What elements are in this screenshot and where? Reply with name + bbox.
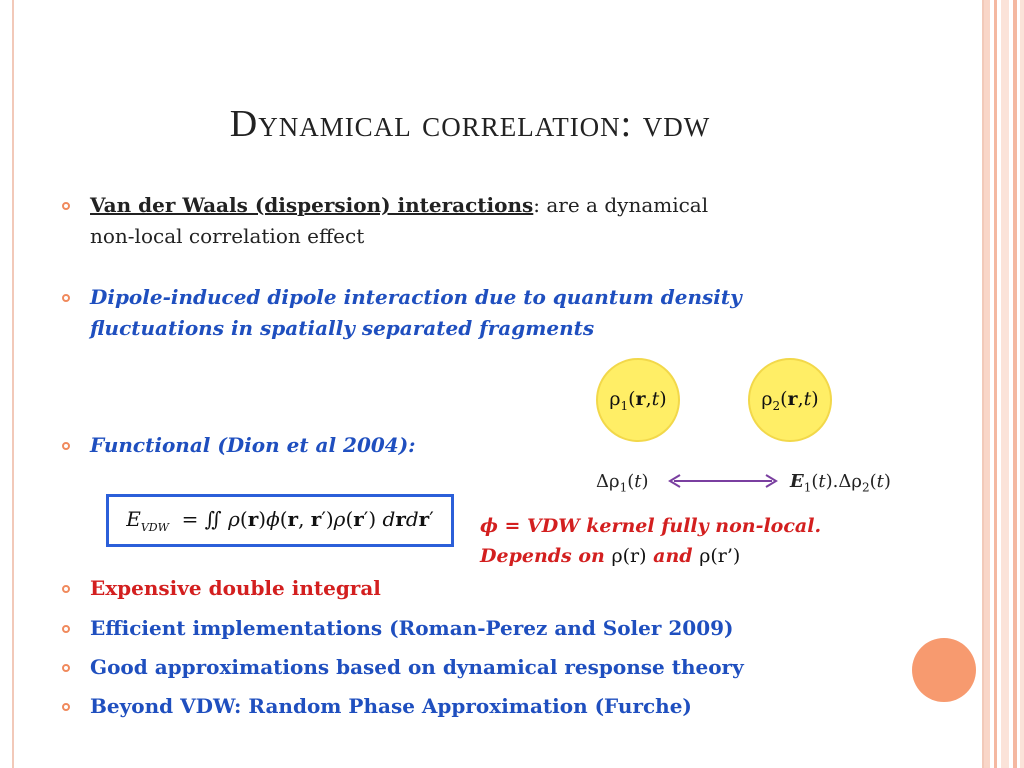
bullet-vdw-line2: non-local correlation effect [90, 224, 365, 248]
bullet-marker [62, 202, 70, 210]
kernel-note-rho-rprime: ρ(r’) [699, 545, 741, 567]
rho2-label: ρ2(r,t) [761, 387, 819, 413]
slide-title: Dynamical correlation: vdw [229, 103, 711, 145]
bullet-marker [62, 442, 70, 450]
rho1-circle: ρ1(r,t) [596, 358, 680, 442]
bullet-marker [62, 625, 70, 633]
bullet-dipole-line1: Dipole-induced dipole interaction due to… [90, 285, 742, 309]
kernel-note: ϕ = VDW kernel fully non-local. Depends … [480, 511, 821, 571]
rho1-label: ρ1(r,t) [609, 387, 667, 413]
bullet-rpa: Beyond VDW: Random Phase Approximation (… [90, 694, 692, 718]
slide-border [12, 0, 984, 768]
bullet-functional: Functional (Dion et al 2004): [90, 433, 416, 457]
kernel-note-line1: ϕ = VDW kernel fully non-local. [480, 515, 822, 537]
kernel-note-line2a: Depends on [480, 545, 605, 567]
bullet-marker [62, 294, 70, 302]
bullet-marker [62, 703, 70, 711]
bullet-dipole: Dipole-induced dipole interaction due to… [90, 282, 910, 344]
bullet-approximations: Good approximations based on dynamical r… [90, 655, 744, 679]
kernel-note-and: and [653, 545, 693, 567]
bullet-efficient: Efficient implementations (Roman-Perez a… [90, 616, 734, 640]
bullet-marker [62, 664, 70, 672]
bullet-marker [62, 585, 70, 593]
kernel-note-rho-r: ρ(r) [611, 545, 647, 567]
vdw-formula: EVDW = ∬ ρ(r)ϕ(r, r′)ρ(r′) drdr′ [106, 494, 454, 547]
decorative-circle [912, 638, 976, 702]
bullet-dipole-line2: fluctuations in spatially separated frag… [90, 316, 595, 340]
right-decor-band [984, 0, 1024, 768]
bullet-expensive: Expensive double integral [90, 576, 381, 600]
rho2-circle: ρ2(r,t) [748, 358, 832, 442]
formula-expression: EVDW = ∬ ρ(r)ϕ(r, r′)ρ(r′) drdr′ [126, 507, 434, 534]
bullet-vdw-term: Van der Waals (dispersion) interactions [90, 193, 534, 217]
double-arrow [668, 474, 778, 488]
delta-rho1: Δρ1(t) [596, 471, 649, 495]
bullet-vdw-rest: : are a dynamical [533, 193, 709, 217]
bullet-vdw: Van der Waals (dispersion) interactions:… [90, 190, 890, 252]
field-delta-rho2: E1(t).Δρ2(t) [790, 471, 891, 495]
